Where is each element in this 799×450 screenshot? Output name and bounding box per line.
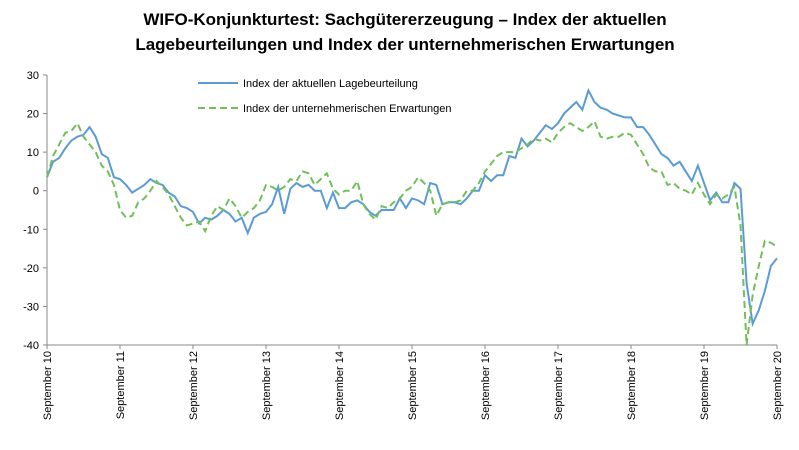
x-tick-label: September 15: [407, 351, 419, 420]
y-tick-label: 20: [27, 109, 39, 121]
y-tick-label: 0: [33, 186, 39, 198]
series-line: [46, 119, 778, 346]
x-tick-label: September 19: [699, 351, 711, 420]
x-tick-label: September 13: [261, 351, 273, 420]
y-tick-label: -20: [23, 263, 39, 275]
chart-title: WIFO-Konjunkturtest: Sachgütererzeugung …: [143, 10, 666, 29]
y-tick-label: 30: [27, 70, 39, 82]
x-tick-label: September 18: [626, 351, 638, 420]
x-tick-label: September 16: [480, 351, 492, 420]
y-tick-label: -40: [23, 340, 39, 352]
y-tick-label: 10: [27, 147, 39, 159]
y-tick-label: -10: [23, 224, 39, 236]
x-tick-label: September 17: [553, 351, 565, 420]
chart-title: Lagebeurteilungen und Index der unterneh…: [135, 35, 674, 54]
x-tick-label: September 14: [334, 351, 346, 420]
legend-label: Index der unternehmerischen Erwartungen: [243, 103, 452, 115]
x-tick-label: September 12: [188, 351, 200, 420]
x-tick-label: September 10: [42, 351, 54, 420]
x-tick-label: September 11: [115, 351, 127, 419]
x-tick-label: September 20: [772, 351, 784, 420]
series-line: [46, 87, 778, 328]
legend-label: Index der aktuellen Lagebeurteilung: [243, 78, 418, 90]
y-tick-label: -30: [23, 301, 39, 313]
